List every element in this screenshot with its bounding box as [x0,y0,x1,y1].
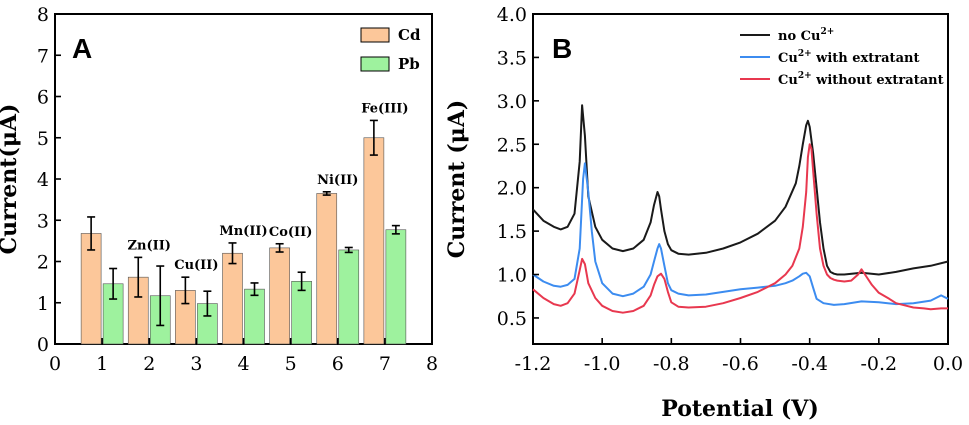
group-label: Cu(II) [174,258,218,273]
group-label: Mn(II) [219,224,267,239]
panel-label-a: A [72,33,92,64]
x-tick-label-b: -0.4 [791,353,828,375]
y-axis-label-b: Current (μA) [444,100,470,259]
x-tick-label-a: 2 [143,353,155,375]
bar-pb [338,249,360,345]
trace-no-cu [532,104,949,276]
x-tick-label-b: 0.0 [933,353,963,375]
legend-swatch-pb [360,56,390,72]
y-tick-label-a: 3 [37,210,49,232]
legend-label-no-cu: no Cu2+ [778,27,834,44]
legend-swatch-cd [360,27,390,43]
panel-label-b: B [552,33,572,64]
trace-cu-with-extratant [532,162,949,306]
y-tick-label-b: 1.5 [497,221,527,243]
y-tick-label-b: 2.5 [497,134,527,156]
y-tick-label-b: 2.0 [497,178,527,200]
legend-label-cd: Cd [398,26,421,44]
x-tick-label-a: 6 [332,353,344,375]
y-tick-label-b: 4.0 [497,4,527,26]
x-tick-label-b: -0.6 [722,353,759,375]
group-label: Co(II) [269,225,312,240]
bar-cd [222,252,243,345]
y-tick-label-a: 2 [37,252,49,274]
x-tick-label-b: -1.0 [584,353,621,375]
legend-label-cu-without: Cu2+ without extratant [778,71,944,88]
x-tick-label-a: 4 [237,353,249,375]
x-axis-label-b: Potential (V) [661,396,818,422]
panel-b: 0.5 1.0 1.5 2.0 2.5 3.0 3.5 4.0 -1.2 -1.0 -0.8 -0.… [444,4,963,422]
y-tick-label-a: 1 [37,293,49,315]
bar-cd [316,193,338,345]
legend-label-pb: Pb [398,55,420,73]
legend-b: no Cu2+ Cu2+ with extratant Cu2+ without… [740,27,944,88]
bar-pb [244,288,265,345]
bar-cd [363,137,385,345]
trace-cu-without-extratant [532,143,948,314]
x-tick-label-a: 8 [426,353,438,375]
y-tick-label-a: 0 [37,334,49,356]
x-tick-label-b: -0.8 [653,353,690,375]
x-tick-label-a: 5 [285,353,297,375]
bar-cd [269,247,290,345]
x-tick-label-a: 0 [49,353,61,375]
group-label: Fe(III) [361,101,408,116]
x-tick-label-a: 1 [96,353,108,375]
legend-label-cu-with: Cu2+ with extratant [778,49,919,66]
y-tick-label-a: 6 [37,87,49,109]
y-axis-label-a: Current(μA) [0,104,22,255]
y-tick-label-b: 3.5 [497,47,527,69]
panel-a: Zn(II)Cu(II) Mn(II) Co(II) Ni(II) Fe(III) 0 1… [0,4,438,375]
y-tick-label-a: 8 [37,4,49,26]
y-tick-label-b: 3.0 [497,91,527,113]
bar-pb [385,229,407,345]
x-tick-label-a: 7 [379,353,391,375]
y-tick-label-b: 0.5 [497,308,527,330]
x-tick-label-b: -1.2 [515,353,552,375]
y-tick-label-b: 1.0 [497,265,527,287]
x-tick-label-b: -0.2 [861,353,898,375]
group-label: Zn(II) [128,238,171,253]
legend-a: Cd Pb [360,26,421,73]
group-label: Ni(II) [317,173,358,188]
y-tick-label-a: 7 [37,45,49,67]
x-tick-label-a: 3 [190,353,202,375]
y-tick-label-a: 4 [37,169,49,191]
y-tick-label-a: 5 [37,128,49,150]
